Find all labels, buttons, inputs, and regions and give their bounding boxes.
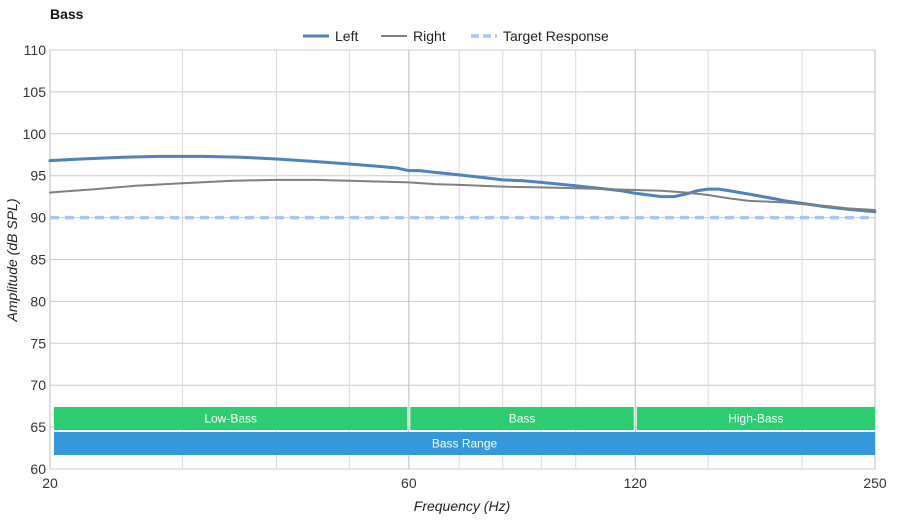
y-axis-title: Amplitude (dB SPL) xyxy=(4,199,20,323)
band-label: Bass Range xyxy=(432,437,498,451)
y-tick-label: 70 xyxy=(30,377,46,393)
legend-label: Right xyxy=(413,28,446,44)
band-low-bass xyxy=(54,407,408,430)
y-tick-label: 60 xyxy=(30,461,46,477)
legend: Left Right Target Response xyxy=(303,28,609,44)
y-tick-label: 65 xyxy=(30,419,46,435)
y-tick-label: 85 xyxy=(30,252,46,268)
y-tick-label: 105 xyxy=(23,84,47,100)
y-axis-ticks: 60 65 70 75 80 85 90 95 100 105 110 xyxy=(23,42,47,477)
grid xyxy=(49,49,876,470)
legend-item: Target Response xyxy=(471,28,609,44)
y-tick-label: 80 xyxy=(30,293,46,309)
frequency-bands: Low-Bass Bass High-Bass Bass Range xyxy=(54,407,875,455)
x-tick-label: 120 xyxy=(624,475,648,491)
legend-label: Target Response xyxy=(503,28,609,44)
y-tick-label: 100 xyxy=(23,126,47,142)
y-tick-label: 75 xyxy=(30,335,46,351)
y-tick-label: 95 xyxy=(30,168,46,184)
series-line-left xyxy=(48,154,877,214)
x-axis-title: Frequency (Hz) xyxy=(414,498,510,514)
band-label: Low-Bass xyxy=(204,412,257,426)
x-tick-label: 250 xyxy=(863,475,887,491)
band-bass-range xyxy=(54,432,875,455)
y-tick-label: 90 xyxy=(30,210,46,226)
series-group xyxy=(48,154,877,220)
band-label: Bass xyxy=(509,412,536,426)
legend-item: Left xyxy=(303,28,358,44)
band-high-bass xyxy=(636,407,875,430)
x-tick-label: 20 xyxy=(42,475,58,491)
chart-title: Bass xyxy=(50,6,84,22)
series-line-right xyxy=(49,178,876,212)
legend-item: Right xyxy=(381,28,446,44)
y-tick-label: 110 xyxy=(24,42,47,58)
x-tick-label: 60 xyxy=(401,475,417,491)
band-bass xyxy=(410,407,634,430)
band-label: High-Bass xyxy=(728,412,783,426)
legend-label: Left xyxy=(335,28,358,44)
x-axis-ticks: 20 60 120 250 xyxy=(42,475,887,491)
